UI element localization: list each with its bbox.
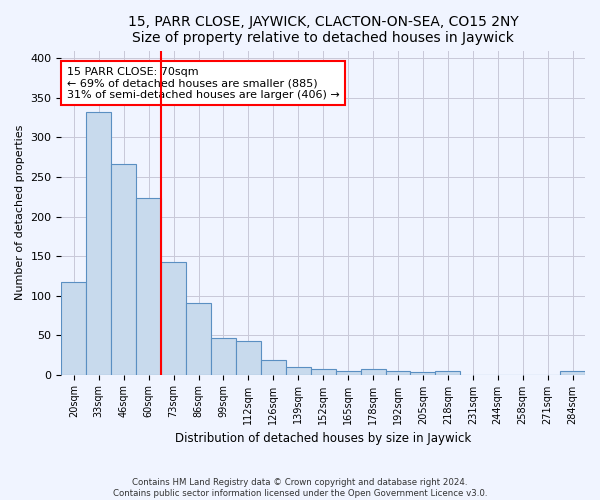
Bar — [186, 304, 211, 374]
Text: 15 PARR CLOSE: 70sqm
← 69% of detached houses are smaller (885)
31% of semi-deta: 15 PARR CLOSE: 70sqm ← 69% of detached h… — [67, 66, 340, 100]
Title: 15, PARR CLOSE, JAYWICK, CLACTON-ON-SEA, CO15 2NY
Size of property relative to d: 15, PARR CLOSE, JAYWICK, CLACTON-ON-SEA,… — [128, 15, 518, 45]
Bar — [136, 198, 161, 374]
Bar — [211, 338, 236, 374]
Bar — [236, 342, 261, 374]
Bar — [335, 370, 361, 374]
Bar — [311, 369, 335, 374]
Bar — [86, 112, 111, 374]
Bar — [361, 369, 386, 374]
Bar — [386, 372, 410, 374]
Bar — [410, 372, 436, 374]
Bar — [286, 366, 311, 374]
Bar — [161, 262, 186, 374]
Bar — [111, 164, 136, 374]
Bar — [560, 370, 585, 374]
Text: Contains HM Land Registry data © Crown copyright and database right 2024.
Contai: Contains HM Land Registry data © Crown c… — [113, 478, 487, 498]
Bar — [61, 282, 86, 374]
Bar — [436, 372, 460, 374]
Bar — [261, 360, 286, 374]
Y-axis label: Number of detached properties: Number of detached properties — [15, 125, 25, 300]
X-axis label: Distribution of detached houses by size in Jaywick: Distribution of detached houses by size … — [175, 432, 472, 445]
